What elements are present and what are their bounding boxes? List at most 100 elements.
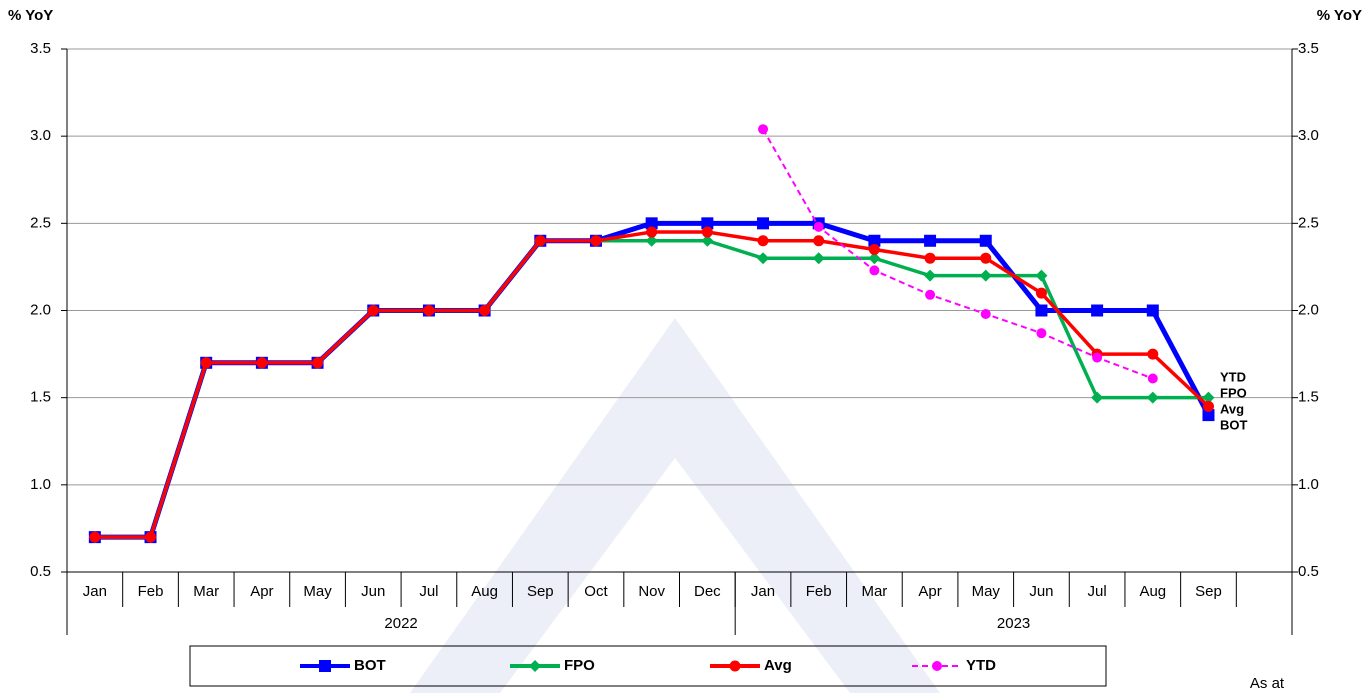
x-tick-label: Oct <box>584 583 608 600</box>
group-label: 2023 <box>997 615 1030 632</box>
x-tick-label: Mar <box>193 583 219 600</box>
group-label: 2022 <box>384 615 417 632</box>
point <box>980 308 991 319</box>
point <box>925 289 936 300</box>
x-tick-label: Aug <box>1139 583 1166 600</box>
x-tick-label: Sep <box>1195 583 1222 600</box>
point <box>534 235 546 247</box>
point <box>1146 304 1159 317</box>
point <box>1091 391 1104 404</box>
point <box>979 269 992 282</box>
y-tick-label: 3.5 <box>30 40 51 57</box>
x-tick-label: Jun <box>361 583 385 600</box>
y-tick-label: 1.5 <box>30 389 51 406</box>
series-end-label: FPO <box>1220 385 1247 400</box>
point <box>1035 269 1048 282</box>
series-end-label: BOT <box>1220 417 1248 432</box>
point <box>1035 304 1048 317</box>
y2-tick-label: 2.0 <box>1298 301 1319 318</box>
note: As at <box>1250 675 1285 692</box>
x-tick-label: Sep <box>527 583 554 600</box>
x-tick-label: Feb <box>138 583 164 600</box>
series-end-label: Avg <box>1220 401 1244 416</box>
x-tick-label: Jan <box>83 583 107 600</box>
x-tick-label: Feb <box>806 583 832 600</box>
series-line <box>762 128 1154 380</box>
point <box>868 243 880 255</box>
point <box>701 226 713 238</box>
x-tick-label: Nov <box>638 583 665 600</box>
point <box>645 234 658 247</box>
point <box>1147 373 1158 384</box>
point <box>479 305 491 316</box>
legend-box <box>189 645 1107 687</box>
y-tick-label: 3.0 <box>30 127 51 144</box>
point <box>367 305 379 316</box>
x-tick-label: May <box>303 583 332 600</box>
point <box>645 217 658 230</box>
y2-tick-label: 0.5 <box>1298 563 1319 580</box>
point <box>813 235 825 247</box>
point <box>1202 400 1214 412</box>
point <box>1202 409 1215 422</box>
legend-label: Avg <box>764 657 792 674</box>
x-tick-label: Aug <box>471 583 498 600</box>
y-tick-label: 2.5 <box>30 214 51 231</box>
legend-label: YTD <box>966 657 996 674</box>
point <box>646 226 658 238</box>
x-tick-label: Apr <box>918 583 941 600</box>
point <box>813 221 824 232</box>
y-tick-label: 2.0 <box>30 301 51 318</box>
watermark-cut <box>500 458 850 693</box>
x-tick-label: May <box>972 583 1001 600</box>
x-tick-label: Dec <box>694 583 721 600</box>
legend-marker <box>529 660 541 672</box>
point <box>812 252 825 265</box>
point <box>423 305 435 316</box>
point <box>924 252 936 264</box>
point <box>312 357 324 369</box>
legend-marker <box>932 661 942 671</box>
point <box>89 531 101 543</box>
x-tick-label: Jun <box>1029 583 1053 600</box>
point <box>1202 391 1215 404</box>
y-tick-label: 1.0 <box>30 476 51 493</box>
series-end-label: YTD <box>1220 369 1246 384</box>
point <box>701 234 714 247</box>
point <box>924 269 937 282</box>
y-axis-title: % YoY <box>8 7 53 24</box>
point <box>979 234 992 247</box>
y2-tick-label: 1.0 <box>1298 476 1319 493</box>
legend-marker <box>319 660 331 672</box>
point <box>980 252 992 264</box>
legend-label: BOT <box>354 657 386 674</box>
point <box>757 235 769 247</box>
y2-tick-label: 1.5 <box>1298 389 1319 406</box>
point <box>757 217 770 230</box>
y2-tick-label: 2.5 <box>1298 214 1319 231</box>
point <box>1036 328 1047 339</box>
point <box>701 217 714 230</box>
point <box>1035 287 1047 299</box>
point <box>590 235 602 247</box>
x-tick-label: Jan <box>751 583 775 600</box>
point <box>757 252 770 265</box>
point <box>1091 304 1104 317</box>
point <box>869 265 880 276</box>
x-tick-label: Jul <box>419 583 438 600</box>
y2-tick-label: 3.5 <box>1298 40 1319 57</box>
point <box>868 234 881 247</box>
y-tick-label: 0.5 <box>30 563 51 580</box>
point <box>758 124 769 135</box>
point <box>200 357 212 369</box>
x-tick-label: Apr <box>250 583 273 600</box>
legend-marker <box>729 660 741 672</box>
point <box>256 357 268 369</box>
legend-label: FPO <box>564 657 595 674</box>
point <box>868 252 881 265</box>
point <box>1146 391 1159 404</box>
point <box>1092 352 1103 363</box>
point <box>145 531 157 543</box>
point <box>924 234 937 247</box>
